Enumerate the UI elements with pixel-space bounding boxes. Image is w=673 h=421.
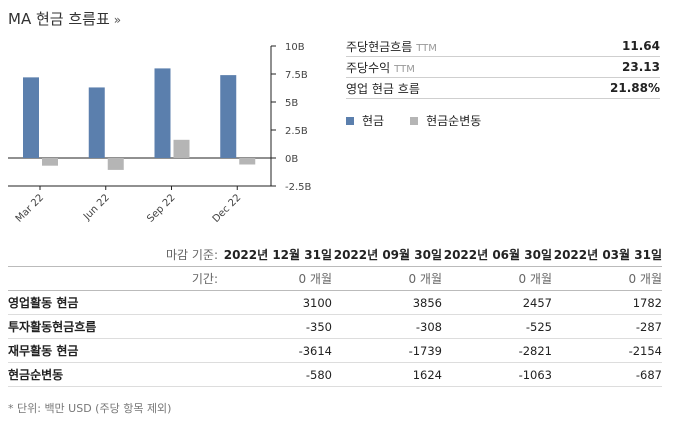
chart-legend: 현금 현금순변동 <box>346 112 481 129</box>
period-row: 기간: 0 개월 0 개월 0 개월 0 개월 <box>8 266 662 291</box>
cash-flow-chart: 10B 7.5B 5B 2.5B 0B -2.5B Mar 22 Jun 22 Sep 22 De… <box>8 42 312 225</box>
cell-value: -308 <box>332 314 442 339</box>
bar-cash <box>88 87 105 158</box>
period-col-4: 0 개월 <box>552 266 662 291</box>
period-col-1: 0 개월 <box>222 266 332 291</box>
y-tick-label: 10B <box>285 42 305 53</box>
cell-value: -350 <box>222 314 332 339</box>
bar-net-change <box>239 158 256 165</box>
cell-value: 1782 <box>552 290 662 315</box>
page-title-text: MA 현금 흐름표 <box>8 10 110 28</box>
cell-value: 1624 <box>332 362 442 387</box>
stat-value: 23.13 <box>622 60 660 74</box>
row-label: 재무활동 현금 <box>8 338 222 363</box>
y-tick-label: 7.5B <box>285 70 308 81</box>
period-label: 기간: <box>8 266 222 291</box>
cell-value: -525 <box>442 314 552 339</box>
cell-value: 3100 <box>222 290 332 315</box>
bar-cash <box>154 68 171 158</box>
cell-value: -2154 <box>552 338 662 363</box>
stat-row-cash-flow-per-share: 주당현금흐름 TTM 11.64 <box>346 36 660 57</box>
cell-value: -2821 <box>442 338 552 363</box>
cell-value: -1739 <box>332 338 442 363</box>
y-tick-label: 2.5B <box>285 126 308 137</box>
x-tick-label: Dec 22 <box>211 192 244 225</box>
cell-value: -687 <box>552 362 662 387</box>
legend-swatch <box>410 116 419 125</box>
table-row: 투자활동현금흐름 -350 -308 -525 -287 <box>8 314 662 339</box>
table-row: 현금순변동 -580 1624 -1063 -687 <box>8 362 662 387</box>
date-header-label: 마감 기준: <box>8 243 222 267</box>
legend-item-cash: 현금 <box>346 112 384 129</box>
date-col-2: 2022년 09월 30일 <box>332 243 442 267</box>
cell-value: 2457 <box>442 290 552 315</box>
cell-value: -3614 <box>222 338 332 363</box>
bar-net-change <box>173 139 190 158</box>
cell-value: 3856 <box>332 290 442 315</box>
x-tick-label: Jun 22 <box>81 192 112 223</box>
cell-value: -580 <box>222 362 332 387</box>
row-label: 현금순변동 <box>8 362 222 387</box>
stat-label: 주당현금흐름 <box>346 39 413 54</box>
y-tick-label: -2.5B <box>285 182 312 193</box>
row-label: 투자활동현금흐름 <box>8 314 222 339</box>
stat-value: 21.88% <box>610 81 660 95</box>
cell-value: -1063 <box>442 362 552 387</box>
date-col-3: 2022년 06월 30일 <box>442 243 552 267</box>
stat-value: 11.64 <box>622 39 660 53</box>
row-label: 영업활동 현금 <box>8 290 222 315</box>
stat-ttm: TTM <box>394 63 415 75</box>
cell-value: -287 <box>552 314 662 339</box>
stat-label: 주당수익 <box>346 60 391 75</box>
table-row: 재무활동 현금 -3614 -1739 -2821 -2154 <box>8 338 662 363</box>
table-row: 영업활동 현금 3100 3856 2457 1782 <box>8 290 662 315</box>
footnote: * 단위: 백만 USD (주당 항목 제외) <box>8 402 172 415</box>
period-col-2: 0 개월 <box>332 266 442 291</box>
legend-item-net-change: 현금순변동 <box>410 112 481 129</box>
stat-row-operating-cash-flow: 영업 현금 흐름 21.88% <box>346 78 660 99</box>
chevron-right-icon: » <box>113 13 122 27</box>
stat-ttm: TTM <box>416 42 437 54</box>
y-tick-label: 5B <box>285 98 298 109</box>
bar-cash <box>220 75 237 158</box>
legend-label: 현금 <box>362 114 385 128</box>
table-header-row: 마감 기준: 2022년 12월 31일 2022년 09월 30일 2022년… <box>8 243 662 267</box>
page-title[interactable]: MA 현금 흐름표» <box>8 8 121 29</box>
date-col-4: 2022년 03월 31일 <box>552 243 662 267</box>
stat-row-eps: 주당수익 TTM 23.13 <box>346 57 660 78</box>
bar-net-change <box>107 158 124 170</box>
x-tick-label: Sep 22 <box>145 192 177 224</box>
date-col-1: 2022년 12월 31일 <box>222 243 332 267</box>
y-tick-label: 0B <box>285 154 298 165</box>
stat-label: 영업 현금 흐름 <box>346 81 420 96</box>
cash-flow-table: 마감 기준: 2022년 12월 31일 2022년 09월 30일 2022년… <box>8 243 662 387</box>
legend-swatch <box>346 116 354 125</box>
bar-net-change <box>42 158 58 166</box>
legend-label: 현금순변동 <box>426 114 482 128</box>
bar-cash <box>23 77 39 158</box>
stats-panel: 주당현금흐름 TTM 11.64 주당수익 TTM 23.13 영업 현금 흐름 2… <box>346 36 660 99</box>
period-col-3: 0 개월 <box>442 266 552 291</box>
x-tick-label: Mar 22 <box>14 192 46 224</box>
